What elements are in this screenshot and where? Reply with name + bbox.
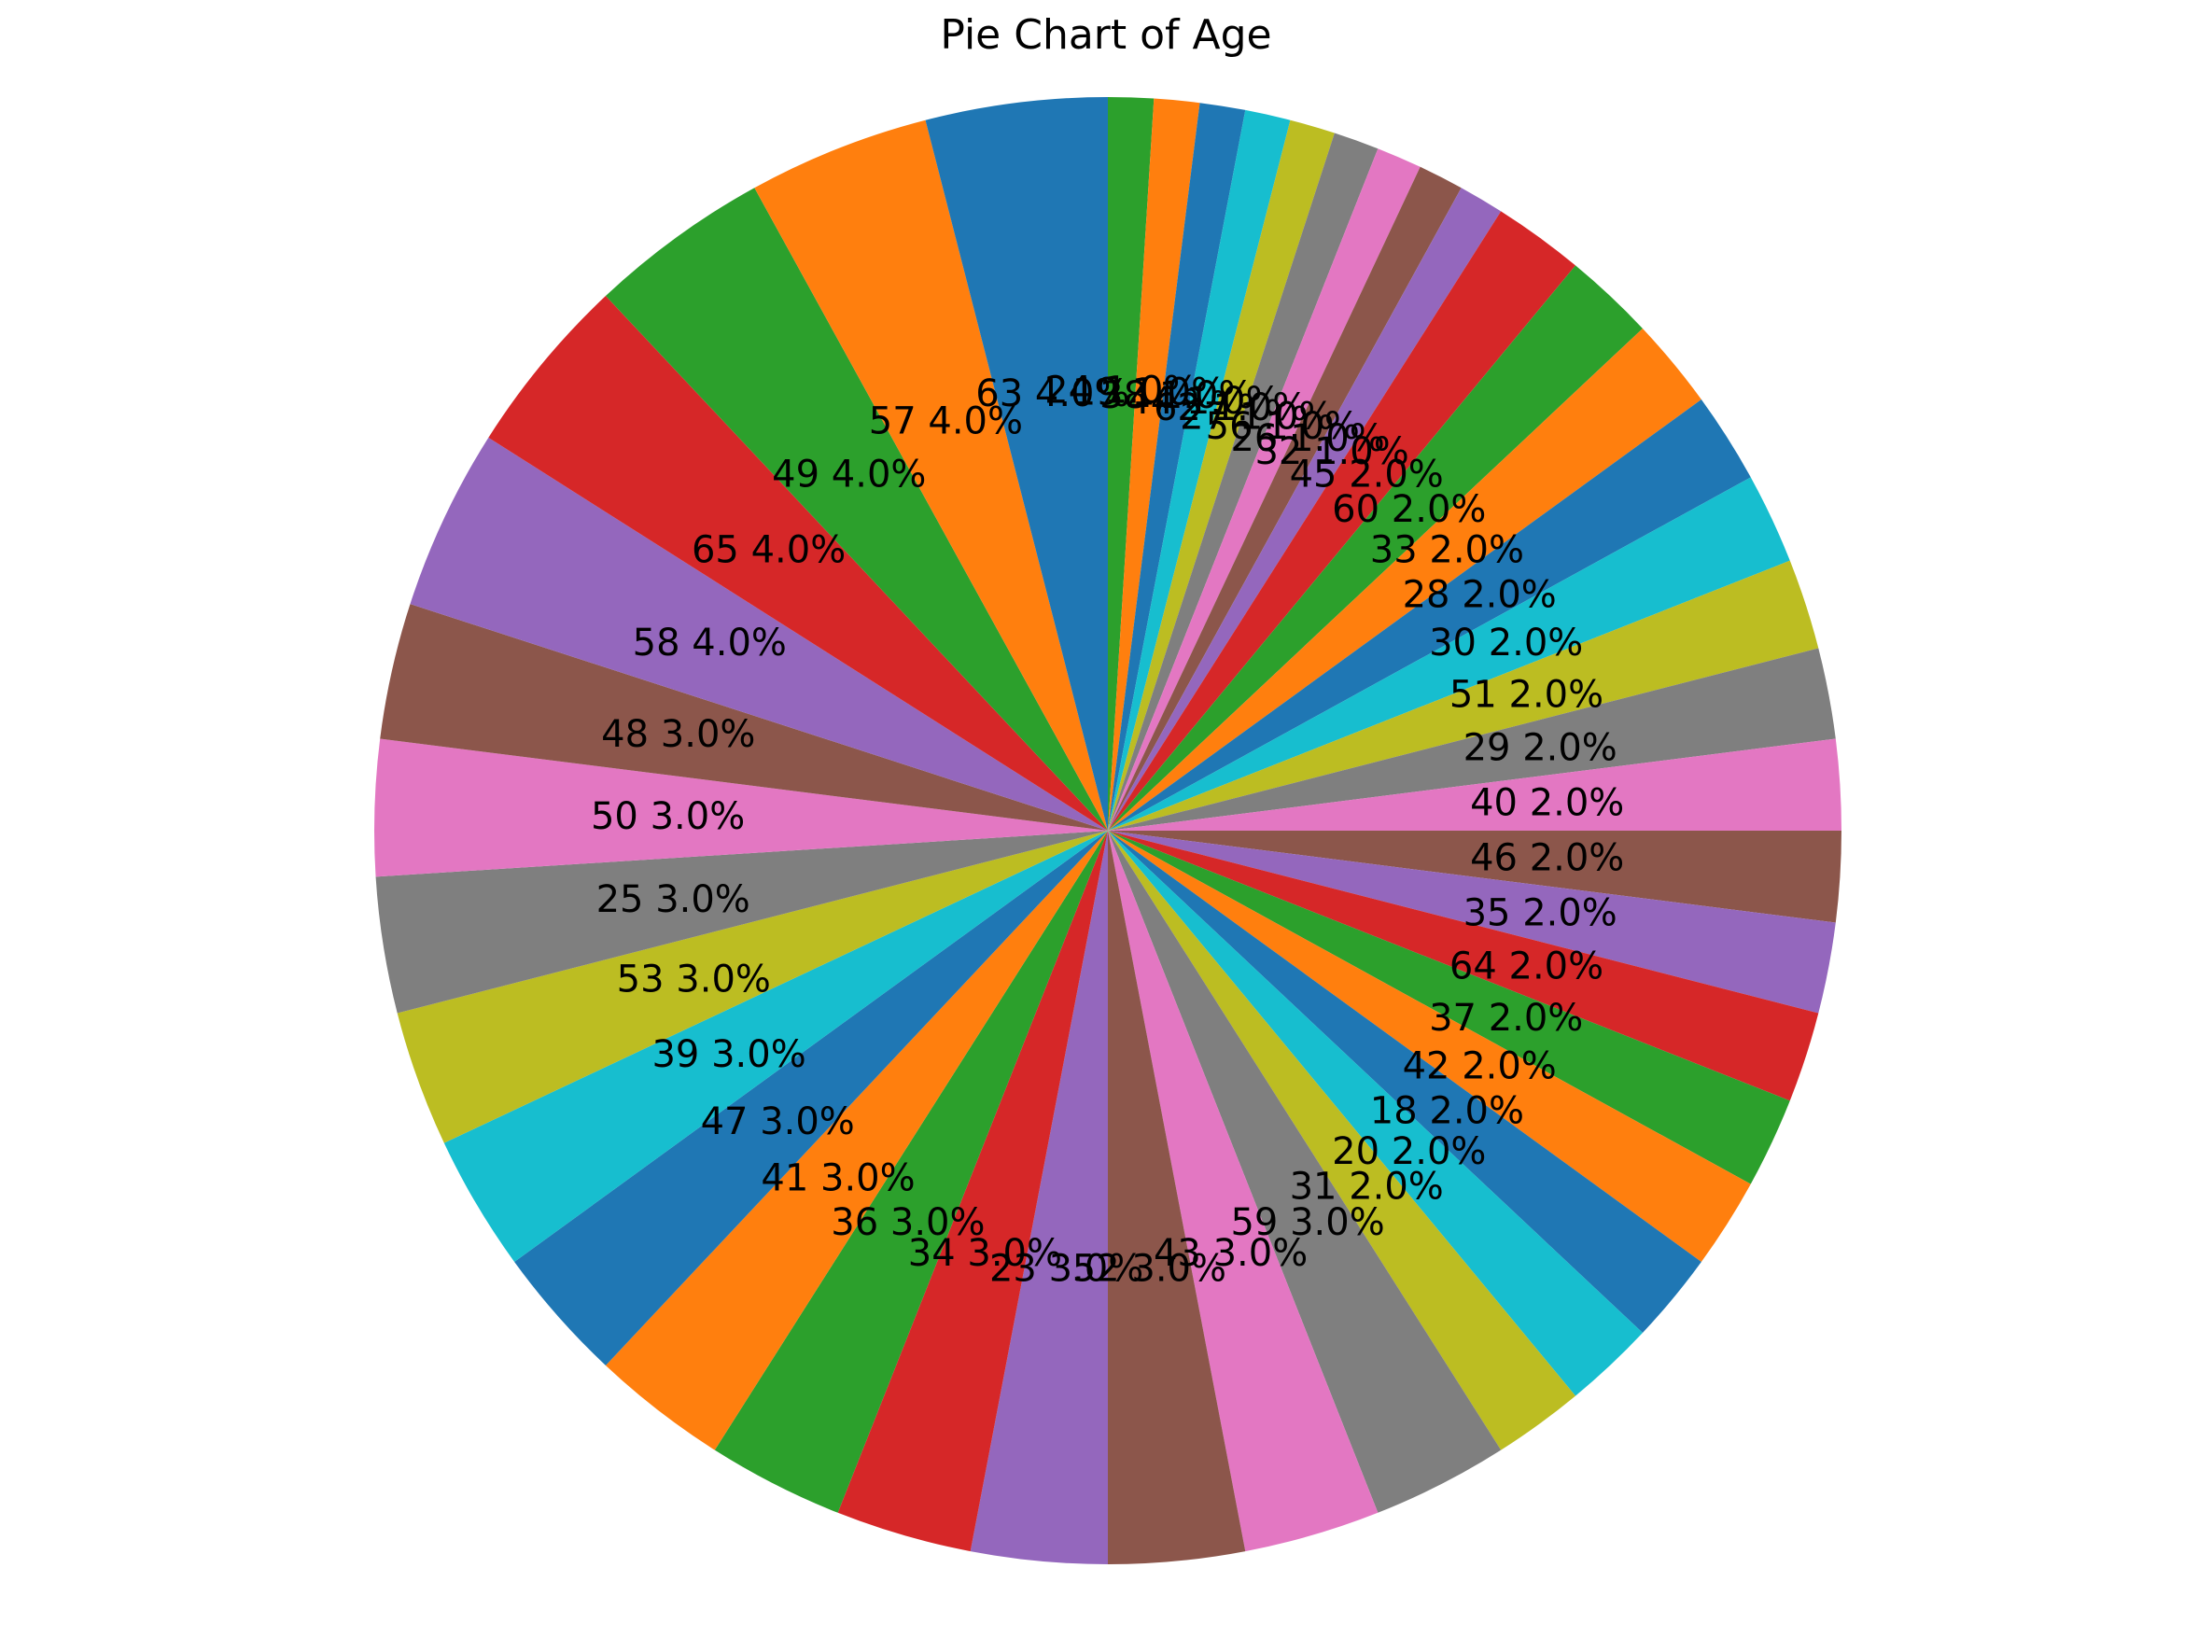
pie-slice-65 <box>488 296 1108 831</box>
pie-slice-label: 59 3.0% <box>1230 1201 1384 1244</box>
pie-slices <box>374 97 1841 1564</box>
pie-slice-label: 46 2.0% <box>1470 837 1624 880</box>
pie-slice-label: 62 1.0% <box>1154 386 1308 429</box>
pie-slice-23 <box>970 831 1108 1564</box>
pie-slice-50 <box>374 738 1108 877</box>
pie-slice-38 <box>1108 103 1246 831</box>
pie-slice-label: 50 3.0% <box>591 795 745 838</box>
pie-slice-label: 51 2.0% <box>1449 673 1603 716</box>
pie-slice-26 <box>1108 166 1462 831</box>
pie-slice-label: 25 3.0% <box>596 878 750 921</box>
pie-slice-28 <box>1108 399 1751 831</box>
pie-slice-label: 47 3.0% <box>701 1100 855 1143</box>
pie-slice-43 <box>1108 831 1379 1552</box>
pie-slice-label: 58 4.0% <box>633 622 787 665</box>
pie-slice-35 <box>1108 831 1836 1014</box>
pie-slice-47 <box>514 831 1108 1365</box>
pie-slice-label: 36 3.0% <box>831 1201 985 1244</box>
pie-slice-27 <box>1108 133 1379 832</box>
pie-slice-label: 20 2.0% <box>1332 1130 1486 1173</box>
pie-slice-49 <box>605 188 1108 832</box>
pie-slice-label: 60 2.0% <box>1332 488 1486 531</box>
pie-slice-31 <box>1108 831 1576 1450</box>
pie-slice-label: 23 3.0% <box>989 1248 1143 1291</box>
pie-slice-19 <box>1108 98 1200 832</box>
pie-slice-33 <box>1108 328 1701 831</box>
pie-slice-label: 34 3.0% <box>908 1232 1062 1275</box>
pie-slice-label: 33 2.0% <box>1370 528 1524 571</box>
pie-slice-63 <box>925 97 1108 831</box>
pie-slice-40 <box>1108 738 1841 831</box>
pie-slice-64 <box>1108 831 1819 1101</box>
pie-slice-label: 45 2.0% <box>1290 454 1444 497</box>
pie-slice-label: 57 4.0% <box>869 400 1023 443</box>
pie-slice-59 <box>1108 831 1502 1513</box>
pie-slice-46 <box>1108 831 1841 923</box>
pie-slice-label: 53 3.0% <box>617 959 771 1001</box>
pie-slice-37 <box>1108 831 1790 1184</box>
pie-slice-label: 32 1.0% <box>1254 430 1408 473</box>
pie-slice-45 <box>1108 211 1576 832</box>
pie-slice-label: 43 3.0% <box>1154 1232 1308 1275</box>
pie-slice-24 <box>1108 97 1155 831</box>
pie-slice-label: 26 1.0% <box>1230 417 1384 460</box>
pie-slice-label: 18 2.0% <box>1370 1090 1524 1133</box>
pie-slice-label: 29 2.0% <box>1463 727 1617 770</box>
pie-slice-20 <box>1108 831 1643 1396</box>
pie-slice-label: 27 1.0% <box>1180 395 1334 438</box>
pie-slice-53 <box>397 831 1108 1143</box>
pie-slice-label: 35 2.0% <box>1463 891 1617 934</box>
pie-slice-58 <box>410 437 1109 831</box>
pie-slice-label: 28 2.0% <box>1403 573 1557 616</box>
pie-slice-18 <box>1108 831 1701 1334</box>
pie-slice-52 <box>1108 831 1246 1564</box>
pie-slice-60 <box>1108 265 1643 831</box>
pie-slice-label: 52 3.0% <box>1072 1248 1226 1291</box>
pie-slice-label: 65 4.0% <box>692 528 846 571</box>
pie-slice-label: 38 1.0% <box>1099 374 1253 417</box>
pie-slice-label: 30 2.0% <box>1429 622 1583 665</box>
pie-slice-57 <box>754 119 1108 831</box>
pie-slice-51 <box>1108 560 1819 831</box>
pie-slice-39 <box>443 831 1108 1262</box>
pie-slice-25 <box>375 831 1108 1014</box>
pie-slice-62 <box>1108 119 1335 831</box>
pie-slice-label: 24 1.0% <box>1044 370 1198 413</box>
pie-slice-29 <box>1108 648 1836 831</box>
pie-slice-label: 64 2.0% <box>1449 945 1603 988</box>
pie-slice-label: 48 3.0% <box>601 713 755 756</box>
pie-slice-label: 42 2.0% <box>1403 1045 1557 1088</box>
pie-slice-label: 49 4.0% <box>772 454 926 497</box>
pie-slice-label: 19 1.0% <box>1072 371 1226 414</box>
chart-title: Pie Chart of Age <box>940 11 1271 59</box>
pie-slice-34 <box>837 831 1108 1552</box>
pie-slice-32 <box>1108 188 1502 832</box>
pie-slice-36 <box>714 831 1108 1513</box>
pie-slice-48 <box>380 604 1108 831</box>
pie-slice-56 <box>1108 148 1421 831</box>
pie-slice-label: 41 3.0% <box>761 1157 915 1200</box>
pie-slice-41 <box>605 831 1108 1450</box>
pie-slice-30 <box>1108 477 1790 831</box>
pie-slice-44 <box>1108 109 1291 832</box>
pie-slice-label: 63 4.0% <box>975 372 1129 415</box>
pie-slice-label: 40 2.0% <box>1470 781 1624 824</box>
pie-slice-label: 56 1.0% <box>1206 405 1360 448</box>
pie-labels: 24 1.0%19 1.0%38 1.0%44 1.0%62 1.0%27 1.… <box>591 370 1624 1291</box>
pie-slice-42 <box>1108 831 1751 1262</box>
pie-slice-label: 31 2.0% <box>1290 1166 1444 1209</box>
pie-slice-label: 39 3.0% <box>651 1033 805 1076</box>
pie-slice-label: 44 1.0% <box>1127 380 1281 423</box>
pie-slice-label: 37 2.0% <box>1429 997 1583 1040</box>
